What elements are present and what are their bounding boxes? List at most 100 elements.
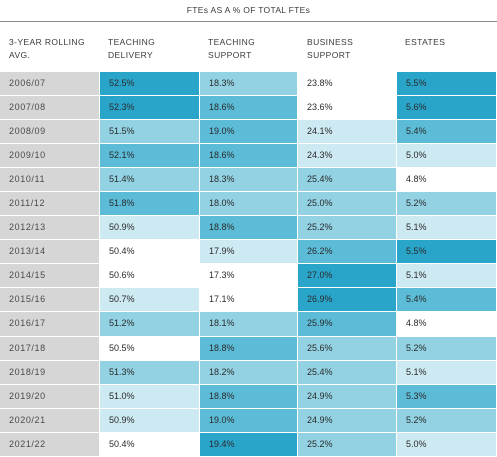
estates-cell: 5.3%: [397, 384, 497, 408]
year-cell: 2014/15: [0, 264, 100, 288]
table-row: 2007/08 52.3% 18.6% 23.6% 5.6%: [0, 96, 497, 121]
header-line: TEACHING: [108, 37, 156, 47]
header-line: AVG.: [9, 50, 31, 60]
business-support-cell: 26.2%: [298, 240, 397, 264]
business-support-cell: 25.2%: [298, 432, 397, 456]
teaching-support-cell: 17.9%: [200, 240, 298, 264]
teaching-support-cell: 18.3%: [200, 168, 298, 192]
table-row: 2014/15 50.6% 17.3% 27.0% 5.1%: [0, 264, 497, 289]
year-cell: 2010/11: [0, 168, 100, 192]
teaching-delivery-cell: 50.9%: [100, 216, 200, 240]
teaching-delivery-cell: 51.0%: [100, 384, 200, 408]
year-cell: 2017/18: [0, 336, 100, 360]
estates-cell: 5.1%: [397, 360, 497, 384]
teaching-delivery-cell: 52.3%: [100, 96, 200, 120]
teaching-support-cell: 18.0%: [200, 192, 298, 216]
header-line: ESTATES: [405, 37, 446, 47]
header-line: BUSINESS: [307, 37, 354, 47]
business-support-cell: 23.6%: [298, 96, 397, 120]
table-row: 2020/21 50.9% 19.0% 24.9% 5.2%: [0, 408, 497, 433]
year-cell: 2016/17: [0, 312, 100, 336]
teaching-delivery-cell: 51.3%: [100, 360, 200, 384]
teaching-delivery-cell: 52.1%: [100, 144, 200, 168]
teaching-support-cell: 18.3%: [200, 72, 298, 96]
year-cell: 2013/14: [0, 240, 100, 264]
estates-cell: 4.8%: [397, 312, 497, 336]
estates-cell: 5.2%: [397, 192, 497, 216]
header-line: SUPPORT: [208, 50, 252, 60]
table-row: 2012/13 50.9% 18.8% 25.2% 5.1%: [0, 216, 497, 241]
business-support-cell: 26.9%: [298, 288, 397, 312]
header-business-support: BUSINESS SUPPORT: [298, 22, 397, 72]
teaching-delivery-cell: 51.2%: [100, 312, 200, 336]
header-line: DELIVERY: [108, 50, 154, 60]
table-row: 2021/22 50.4% 19.4% 25.2% 5.0%: [0, 432, 497, 457]
teaching-delivery-cell: 50.4%: [100, 240, 200, 264]
year-cell: 2015/16: [0, 288, 100, 312]
teaching-delivery-cell: 50.6%: [100, 264, 200, 288]
estates-cell: 5.4%: [397, 288, 497, 312]
estates-cell: 5.0%: [397, 432, 497, 456]
teaching-support-cell: 17.1%: [200, 288, 298, 312]
teaching-support-cell: 18.6%: [200, 96, 298, 120]
business-support-cell: 25.2%: [298, 216, 397, 240]
table-row: 2018/19 51.3% 18.2% 25.4% 5.1%: [0, 360, 497, 385]
header-line: 3-YEAR ROLLING: [9, 37, 85, 47]
estates-cell: 5.6%: [397, 96, 497, 120]
business-support-cell: 24.9%: [298, 408, 397, 432]
year-cell: 2018/19: [0, 360, 100, 384]
teaching-delivery-cell: 52.5%: [100, 72, 200, 96]
teaching-support-cell: 19.0%: [200, 120, 298, 144]
table-row: 2008/09 51.5% 19.0% 24.1% 5.4%: [0, 120, 497, 145]
year-cell: 2012/13: [0, 216, 100, 240]
estates-cell: 5.5%: [397, 72, 497, 96]
teaching-support-cell: 19.4%: [200, 432, 298, 456]
year-cell: 2020/21: [0, 408, 100, 432]
business-support-cell: 25.6%: [298, 336, 397, 360]
teaching-support-cell: 18.8%: [200, 336, 298, 360]
teaching-support-cell: 18.2%: [200, 360, 298, 384]
teaching-delivery-cell: 51.4%: [100, 168, 200, 192]
business-support-cell: 24.1%: [298, 120, 397, 144]
teaching-support-cell: 19.0%: [200, 408, 298, 432]
estates-cell: 5.1%: [397, 216, 497, 240]
estates-cell: 5.5%: [397, 240, 497, 264]
header-teaching-support: TEACHING SUPPORT: [200, 22, 298, 72]
estates-cell: 4.8%: [397, 168, 497, 192]
table-row: 2009/10 52.1% 18.6% 24.3% 5.0%: [0, 144, 497, 169]
teaching-delivery-cell: 51.8%: [100, 192, 200, 216]
header-line: SUPPORT: [307, 50, 351, 60]
business-support-cell: 25.4%: [298, 168, 397, 192]
teaching-support-cell: 18.6%: [200, 144, 298, 168]
header-estates: ESTATES: [397, 22, 497, 72]
table-body: 2006/07 52.5% 18.3% 23.8% 5.5% 2007/08 52.3% 18…: [0, 72, 497, 457]
estates-cell: 5.0%: [397, 144, 497, 168]
year-cell: 2006/07: [0, 72, 100, 96]
business-support-cell: 24.3%: [298, 144, 397, 168]
teaching-support-cell: 18.8%: [200, 216, 298, 240]
year-cell: 2008/09: [0, 120, 100, 144]
table-row: 2010/11 51.4% 18.3% 25.4% 4.8%: [0, 168, 497, 193]
teaching-delivery-cell: 50.9%: [100, 408, 200, 432]
teaching-delivery-cell: 50.7%: [100, 288, 200, 312]
year-cell: 2019/20: [0, 384, 100, 408]
header-teaching-delivery: TEACHING DELIVERY: [100, 22, 200, 72]
table-row: 2011/12 51.8% 18.0% 25.0% 5.2%: [0, 192, 497, 217]
estates-cell: 5.4%: [397, 120, 497, 144]
teaching-support-cell: 18.1%: [200, 312, 298, 336]
estates-cell: 5.1%: [397, 264, 497, 288]
table-row: 2015/16 50.7% 17.1% 26.9% 5.4%: [0, 288, 497, 313]
header-line: TEACHING: [208, 37, 256, 47]
business-support-cell: 23.8%: [298, 72, 397, 96]
teaching-delivery-cell: 51.5%: [100, 120, 200, 144]
business-support-cell: 24.9%: [298, 384, 397, 408]
header-row: 3-YEAR ROLLING AVG. TEACHING DELIVERY TE…: [0, 22, 497, 72]
business-support-cell: 27.0%: [298, 264, 397, 288]
table-row: 2019/20 51.0% 18.8% 24.9% 5.3%: [0, 384, 497, 409]
teaching-delivery-cell: 50.4%: [100, 432, 200, 456]
table-row: 2013/14 50.4% 17.9% 26.2% 5.5%: [0, 240, 497, 265]
teaching-support-cell: 17.3%: [200, 264, 298, 288]
estates-cell: 5.2%: [397, 336, 497, 360]
year-cell: 2009/10: [0, 144, 100, 168]
